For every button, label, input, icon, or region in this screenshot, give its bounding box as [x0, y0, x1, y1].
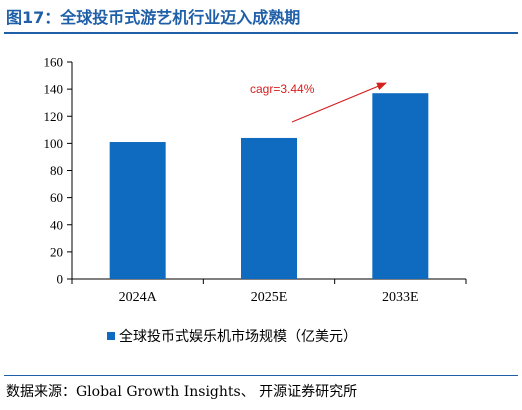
bar-2024A	[109, 142, 166, 279]
source-note: 数据来源：Global Growth Insights、 开源证券研究所	[6, 384, 358, 400]
x-category-label: 2024A	[119, 290, 158, 305]
figure-title: 图17：全球投币式游艺机行业迈入成熟期	[6, 8, 301, 27]
y-tick-label: 100	[44, 136, 64, 151]
bar-2033E	[372, 93, 429, 279]
bar-chart: 0 20 40 60 80 100 120 140 160 2024A 2025E 2033E ca…	[44, 55, 467, 345]
x-category-label: 2033E	[382, 290, 419, 305]
y-tick-label: 60	[50, 190, 63, 205]
y-tick-label: 120	[44, 109, 64, 124]
y-tick-label: 40	[50, 217, 63, 232]
source-divider	[4, 375, 518, 376]
x-category-label: 2025E	[251, 290, 288, 305]
bar-2025E	[241, 137, 297, 279]
title-divider	[4, 32, 518, 34]
legend-label: 全球投币式娱乐机市场规模（亿美元）	[119, 328, 357, 345]
y-tick-label: 20	[50, 244, 63, 259]
legend-swatch	[107, 332, 115, 340]
y-tick-label: 80	[50, 163, 63, 178]
y-tick-label: 0	[57, 272, 64, 287]
y-tick-label: 160	[44, 55, 64, 70]
cagr-annotation: cagr=3.44%	[250, 82, 315, 96]
y-tick-label: 140	[44, 82, 64, 97]
cagr-arrow	[291, 82, 387, 123]
